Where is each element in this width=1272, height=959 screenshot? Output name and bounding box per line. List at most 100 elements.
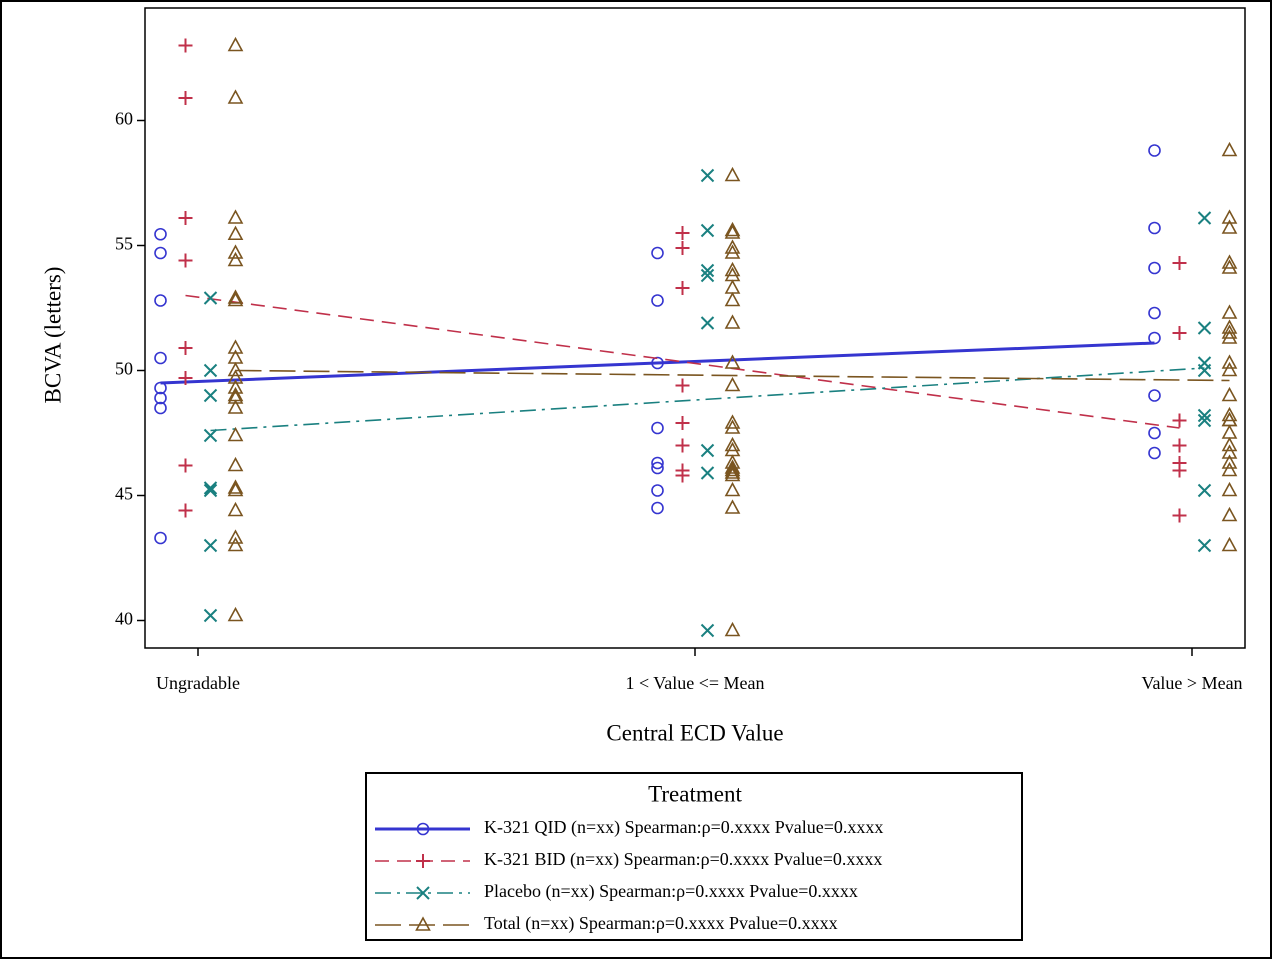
fit-line: [160, 341, 1155, 385]
legend-box: [365, 772, 1023, 941]
point: [1221, 304, 1238, 319]
point: [651, 484, 664, 497]
point: [1221, 354, 1238, 369]
point: [675, 241, 690, 255]
point: [203, 363, 218, 378]
point: [1221, 406, 1238, 422]
point: [1148, 426, 1161, 440]
y-tick-label: 40: [115, 609, 133, 629]
point: [227, 339, 244, 354]
point: [724, 459, 741, 474]
point: [724, 354, 741, 369]
x-tick-label: Value > Mean: [1141, 673, 1242, 693]
point: [227, 209, 244, 224]
point: [700, 466, 715, 480]
legend-label: Placebo (n=xx) Spearman:ρ=0.xxxx Pvalue=…: [484, 881, 858, 902]
fit-line: [185, 294, 1180, 429]
point: [227, 89, 244, 104]
legend-title: Treatment: [648, 781, 742, 806]
point: [227, 369, 244, 384]
point: [227, 244, 244, 259]
point: [724, 221, 741, 237]
y-tick-label: 55: [115, 234, 133, 254]
point: [724, 481, 741, 497]
point: [1172, 256, 1187, 270]
point: [227, 606, 244, 622]
point: [700, 223, 715, 238]
point: [651, 501, 664, 515]
point: [700, 623, 715, 638]
y-tick-label: 60: [115, 109, 133, 129]
point: [227, 479, 244, 494]
point: [1221, 361, 1238, 377]
point: [1148, 306, 1161, 320]
point: [1221, 436, 1238, 452]
point: [154, 246, 167, 260]
point: [227, 481, 244, 497]
point: [724, 244, 741, 259]
point: [651, 421, 664, 435]
point: [203, 428, 218, 443]
point: [203, 483, 218, 498]
x-tick-label: Ungradable: [156, 673, 240, 693]
point: [227, 361, 244, 377]
point: [227, 36, 244, 52]
point: [1172, 413, 1187, 428]
legend-marker: [416, 854, 430, 868]
point: [154, 351, 167, 365]
point: [1197, 211, 1212, 225]
point: [227, 501, 244, 517]
point: [154, 294, 167, 307]
point: [203, 291, 218, 305]
point: [651, 456, 664, 470]
legend-marker: [415, 916, 431, 931]
point: [1221, 319, 1238, 334]
point: [700, 268, 715, 283]
point: [1148, 331, 1161, 345]
point: [1221, 259, 1238, 274]
y-tick-label: 45: [115, 484, 133, 504]
point: [700, 263, 715, 278]
point: [178, 211, 193, 225]
point: [1221, 386, 1238, 402]
point: [1172, 463, 1187, 478]
legend-label: Total (n=xx) Spearman:ρ=0.xxxx Pvalue=0.…: [484, 913, 838, 934]
x-tick-label: 1 < Value <= Mean: [625, 673, 764, 693]
point: [178, 341, 193, 355]
point: [1197, 363, 1212, 378]
point: [178, 503, 193, 518]
point: [203, 608, 218, 623]
point: [203, 388, 218, 403]
point: [651, 294, 664, 307]
point: [700, 316, 715, 330]
point: [154, 391, 167, 405]
point: [1197, 483, 1212, 498]
legend-label: K-321 QID (n=xx) Spearman:ρ=0.xxxx Pvalu…: [484, 817, 883, 838]
point: [1148, 261, 1161, 275]
point: [154, 381, 167, 395]
point: [178, 38, 193, 53]
point: [1197, 408, 1212, 423]
point: [675, 438, 690, 453]
point: [1221, 329, 1238, 344]
point: [724, 461, 741, 477]
point: [1221, 536, 1238, 552]
point: [1221, 219, 1238, 234]
point: [724, 224, 741, 239]
point: [1221, 254, 1238, 269]
point: [1148, 389, 1161, 402]
point: [178, 253, 193, 268]
point: [178, 91, 193, 105]
point: [1197, 538, 1212, 553]
point: [700, 168, 715, 183]
point: [227, 426, 244, 442]
point: [1148, 446, 1161, 460]
y-axis-title: BCVA (letters): [40, 267, 65, 404]
point: [203, 538, 218, 553]
point: [1221, 444, 1238, 459]
point: [1221, 209, 1238, 224]
point: [203, 481, 218, 495]
point: [724, 621, 741, 637]
point: [724, 466, 741, 482]
